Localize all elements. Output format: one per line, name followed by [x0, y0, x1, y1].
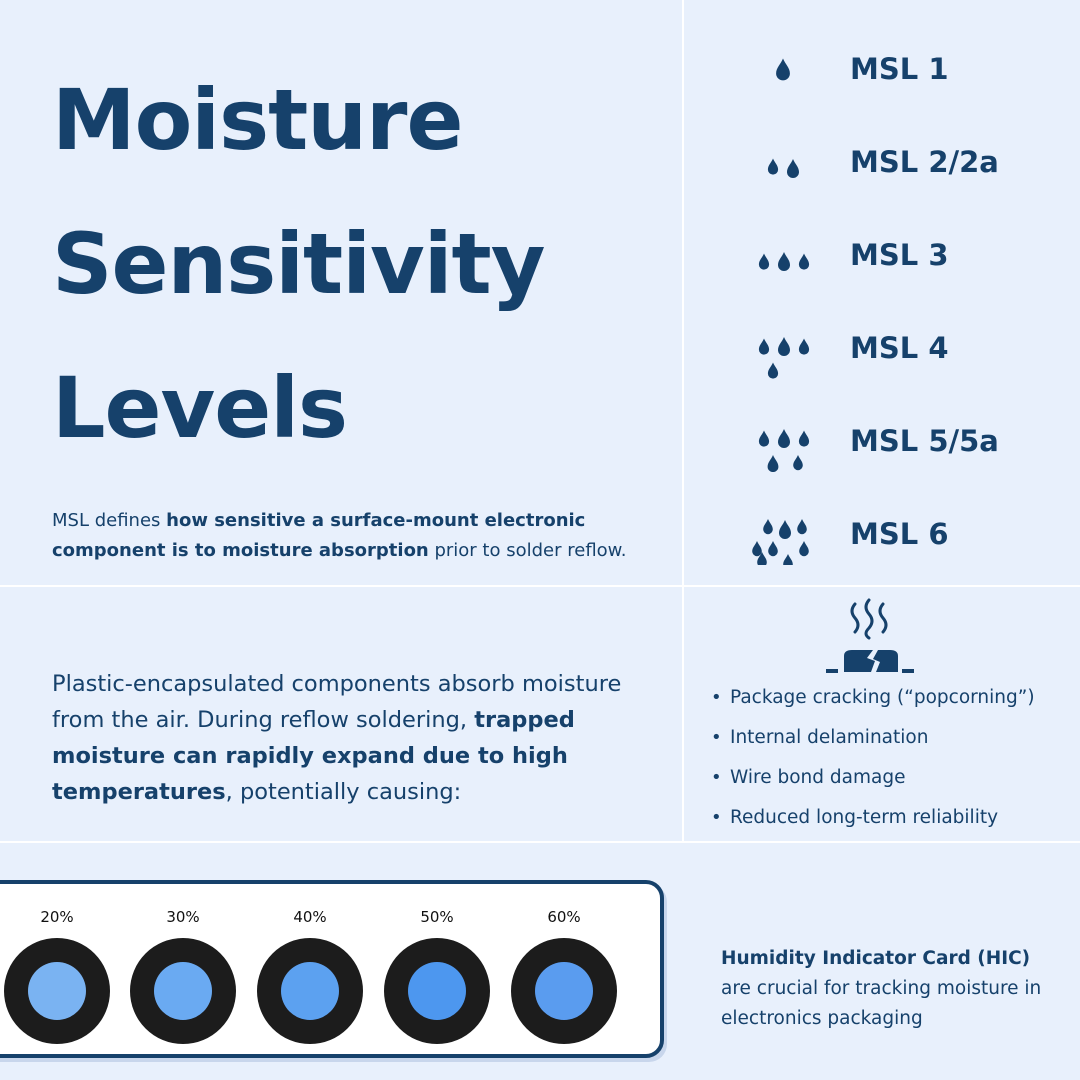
indicator-ring [384, 938, 490, 1044]
vertical-divider [682, 0, 684, 842]
humidity-spot: 20% [2, 884, 112, 1054]
hic-title: Humidity Indicator Card (HIC) [721, 947, 1031, 969]
hic-body: are crucial for tracking moisture in ele… [721, 977, 1042, 1029]
msl-row: MSL 5/5a [740, 412, 1070, 472]
effect-text: Internal delamination [730, 727, 929, 748]
intro-suffix: prior to solder reflow. [428, 540, 627, 561]
bullet-icon: • [711, 807, 722, 828]
msl-row: MSL 3 [740, 226, 1070, 286]
humidity-spot-label: 20% [40, 908, 74, 926]
water-drops-icon [758, 337, 810, 379]
indicator-ring [4, 938, 110, 1044]
msl-row: MSL 4 [740, 319, 1070, 379]
humidity-spot-label: 50% [420, 908, 454, 926]
humidity-spot: 40% [255, 884, 365, 1054]
indicator-ring [511, 938, 617, 1044]
effect-item: • Reduced long-term reliability [708, 800, 1035, 840]
bullet-icon: • [711, 727, 722, 748]
humidity-spot-label: 40% [293, 908, 327, 926]
title-line-2: Sensitivity [52, 215, 545, 313]
bullet-icon: • [711, 687, 722, 708]
humidity-spot: 60% [509, 884, 619, 1054]
effect-text: Wire bond damage [730, 767, 906, 788]
humidity-spot-label: 60% [547, 908, 581, 926]
effects-list: • Package cracking (“popcorning”) • Interna… [708, 680, 1035, 840]
effect-text: Reduced long-term reliability [730, 807, 999, 828]
explanation-part-2: , potentially causing: [225, 778, 462, 805]
intro-prefix: MSL defines [52, 510, 167, 531]
msl-row: MSL 2/2a [740, 133, 1070, 193]
water-drops-icon [758, 429, 810, 472]
explanation-bold: trapped moisture can rapidly expand due … [52, 706, 575, 805]
indicator-fill [154, 962, 212, 1020]
page-title: Moisture Sensitivity Levels [52, 48, 545, 480]
humidity-indicator-card: 20% 30% 40% 50% 60% [0, 880, 664, 1058]
effect-item: • Wire bond damage [708, 760, 1035, 800]
humidity-spot: 50% [382, 884, 492, 1054]
indicator-fill [535, 962, 593, 1020]
msl-label: MSL 5/5a [850, 424, 999, 458]
intro-text: MSL defines how sensitive a surface-moun… [52, 506, 662, 566]
water-drops-icon [758, 252, 810, 271]
title-line-3: Levels [52, 359, 348, 457]
hic-description: Humidity Indicator Card (HIC) are crucial… [721, 944, 1061, 1034]
explanation-text: Plastic-encapsulated components absorb m… [52, 666, 632, 810]
msl-label: MSL 2/2a [850, 145, 999, 179]
explanation-part-1: Plastic-encapsulated components absorb m… [52, 670, 622, 733]
msl-row: MSL 1 [740, 40, 1070, 100]
msl-label: MSL 1 [850, 52, 949, 86]
msl-label: MSL 6 [850, 517, 949, 551]
indicator-fill [408, 962, 466, 1020]
humidity-spot-label: 30% [166, 908, 200, 926]
indicator-ring [257, 938, 363, 1044]
effect-item: • Package cracking (“popcorning”) [708, 680, 1035, 720]
water-drops-icon [752, 519, 809, 565]
title-line-1: Moisture [52, 71, 463, 169]
msl-label: MSL 3 [850, 238, 949, 272]
effect-item: • Internal delamination [708, 720, 1035, 760]
water-drop-icon [776, 58, 790, 81]
msl-label: MSL 4 [850, 331, 949, 365]
horizontal-divider-top [0, 585, 1080, 587]
heated-cracked-chip-icon [826, 598, 914, 673]
humidity-spot: 30% [128, 884, 238, 1054]
bullet-icon: • [711, 767, 722, 788]
msl-row: MSL 6 [740, 505, 1070, 565]
water-drops-icon [767, 158, 799, 178]
effect-text: Package cracking (“popcorning”) [730, 687, 1035, 708]
indicator-ring [130, 938, 236, 1044]
intro-bold: how sensitive a surface-mount electronic… [52, 510, 586, 561]
horizontal-divider-bottom [0, 841, 1080, 843]
indicator-fill [281, 962, 339, 1020]
indicator-fill [28, 962, 86, 1020]
